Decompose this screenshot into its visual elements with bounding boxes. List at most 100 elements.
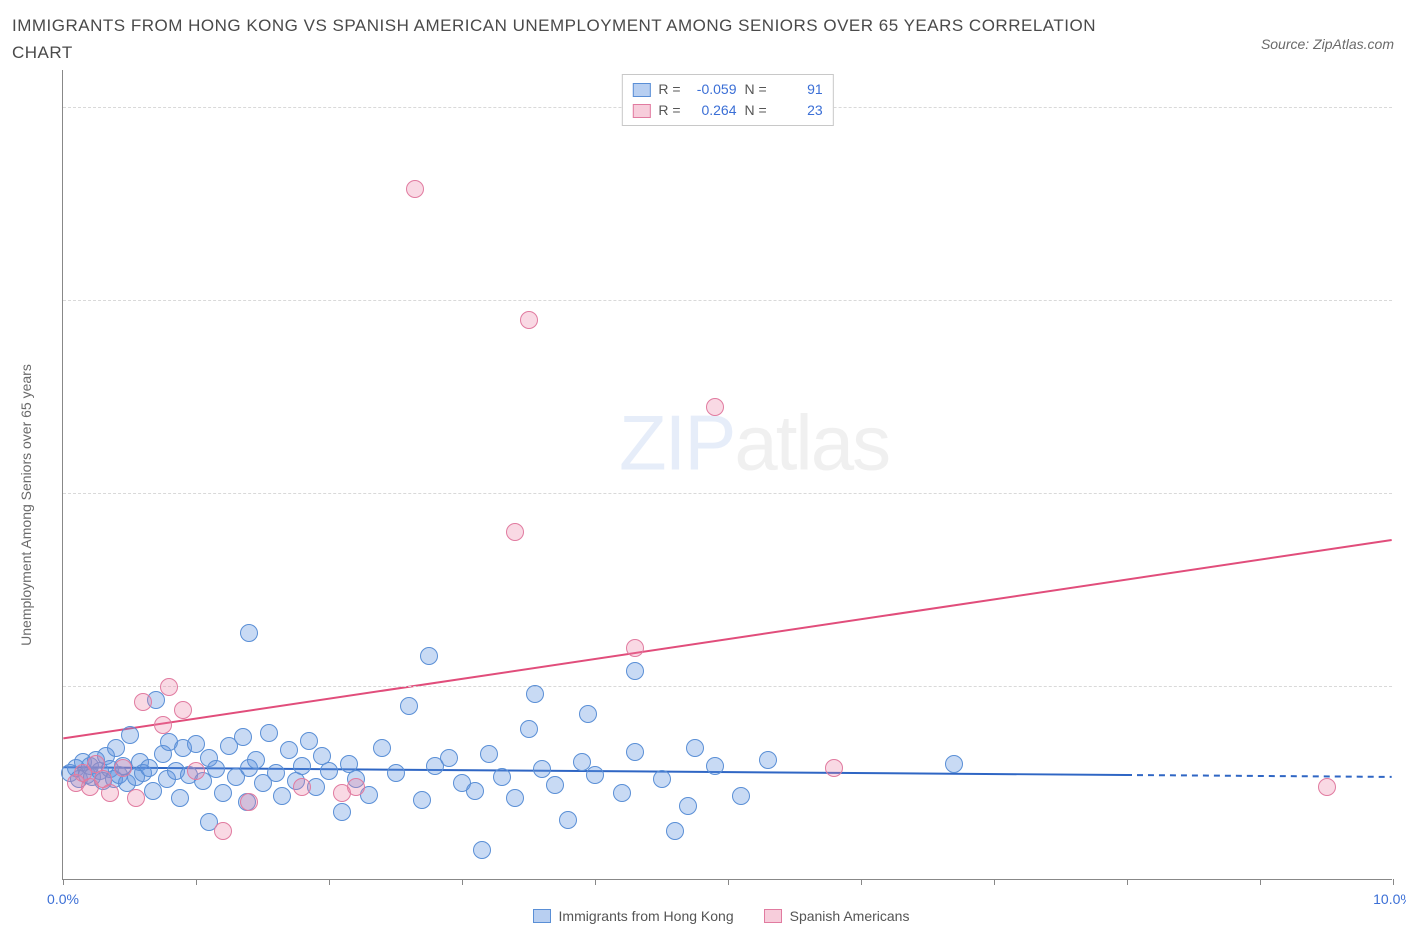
data-point bbox=[626, 639, 644, 657]
data-point bbox=[759, 751, 777, 769]
data-point bbox=[114, 759, 132, 777]
swatch-blue-icon bbox=[632, 83, 650, 97]
data-point bbox=[626, 743, 644, 761]
x-tick bbox=[595, 879, 596, 885]
data-point bbox=[520, 311, 538, 329]
data-point bbox=[679, 797, 697, 815]
legend-r-label: R = bbox=[658, 79, 680, 100]
x-tick bbox=[994, 879, 995, 885]
data-point bbox=[480, 745, 498, 763]
data-point bbox=[400, 697, 418, 715]
data-point bbox=[732, 787, 750, 805]
data-point bbox=[273, 787, 291, 805]
watermark-thin: atlas bbox=[734, 398, 889, 486]
data-point bbox=[240, 793, 258, 811]
data-point bbox=[240, 624, 258, 642]
watermark: ZIPatlas bbox=[619, 397, 889, 488]
data-point bbox=[420, 647, 438, 665]
data-point bbox=[174, 701, 192, 719]
x-tick bbox=[728, 879, 729, 885]
legend-n-value-blue: 91 bbox=[775, 79, 823, 100]
source-attribution: Source: ZipAtlas.com bbox=[1261, 36, 1394, 52]
data-point bbox=[387, 764, 405, 782]
data-point bbox=[559, 811, 577, 829]
data-point bbox=[373, 739, 391, 757]
x-tick bbox=[1393, 879, 1394, 885]
legend-r-value-pink: 0.264 bbox=[689, 100, 737, 121]
data-point bbox=[586, 766, 604, 784]
legend-n-label: N = bbox=[745, 79, 767, 100]
data-point bbox=[706, 398, 724, 416]
x-tick-label: 0.0% bbox=[47, 891, 79, 907]
data-point bbox=[234, 728, 252, 746]
legend-item-pink: Spanish Americans bbox=[764, 908, 910, 924]
data-point bbox=[101, 784, 119, 802]
legend-row-pink: R = 0.264 N = 23 bbox=[632, 100, 822, 121]
data-point bbox=[626, 662, 644, 680]
data-point bbox=[333, 803, 351, 821]
data-point bbox=[1318, 778, 1336, 796]
chart-container: Unemployment Among Seniors over 65 years… bbox=[48, 70, 1394, 924]
grid-line bbox=[63, 493, 1392, 494]
swatch-blue-icon bbox=[533, 909, 551, 923]
data-point bbox=[300, 732, 318, 750]
chart-title: IMMIGRANTS FROM HONG KONG VS SPANISH AME… bbox=[12, 12, 1112, 66]
x-tick-label: 10.0% bbox=[1373, 891, 1406, 907]
data-point bbox=[825, 759, 843, 777]
x-tick bbox=[1260, 879, 1261, 885]
data-point bbox=[207, 760, 225, 778]
data-point bbox=[613, 784, 631, 802]
legend-r-value-blue: -0.059 bbox=[689, 79, 737, 100]
data-point bbox=[533, 760, 551, 778]
plot-area: R = -0.059 N = 91 R = 0.264 N = 23 ZIPat… bbox=[62, 70, 1392, 880]
data-point bbox=[160, 678, 178, 696]
data-point bbox=[520, 720, 538, 738]
data-point bbox=[347, 778, 365, 796]
data-point bbox=[666, 822, 684, 840]
data-point bbox=[171, 789, 189, 807]
legend-n-value-pink: 23 bbox=[775, 100, 823, 121]
data-point bbox=[320, 762, 338, 780]
data-point bbox=[440, 749, 458, 767]
legend-r-label: R = bbox=[658, 100, 680, 121]
data-point bbox=[267, 764, 285, 782]
data-point bbox=[293, 757, 311, 775]
grid-line bbox=[63, 686, 1392, 687]
x-tick bbox=[462, 879, 463, 885]
legend-name-pink: Spanish Americans bbox=[790, 908, 910, 924]
legend-row-blue: R = -0.059 N = 91 bbox=[632, 79, 822, 100]
data-point bbox=[406, 180, 424, 198]
data-point bbox=[526, 685, 544, 703]
data-point bbox=[546, 776, 564, 794]
data-point bbox=[466, 782, 484, 800]
data-point bbox=[214, 784, 232, 802]
x-tick bbox=[329, 879, 330, 885]
data-point bbox=[413, 791, 431, 809]
data-point bbox=[187, 762, 205, 780]
swatch-pink-icon bbox=[632, 104, 650, 118]
data-point bbox=[686, 739, 704, 757]
legend-item-blue: Immigrants from Hong Kong bbox=[533, 908, 734, 924]
data-point bbox=[260, 724, 278, 742]
source-name: ZipAtlas.com bbox=[1313, 36, 1394, 52]
x-tick bbox=[1127, 879, 1128, 885]
x-tick bbox=[196, 879, 197, 885]
data-point bbox=[247, 751, 265, 769]
data-point bbox=[107, 739, 125, 757]
data-point bbox=[140, 759, 158, 777]
data-point bbox=[473, 841, 491, 859]
data-point bbox=[706, 757, 724, 775]
y-axis-label: Unemployment Among Seniors over 65 years bbox=[18, 365, 34, 647]
legend-n-label: N = bbox=[745, 100, 767, 121]
data-point bbox=[127, 789, 145, 807]
data-point bbox=[506, 789, 524, 807]
data-point bbox=[493, 768, 511, 786]
x-tick bbox=[861, 879, 862, 885]
data-point bbox=[506, 523, 524, 541]
source-prefix: Source: bbox=[1261, 36, 1313, 52]
series-legend: Immigrants from Hong Kong Spanish Americ… bbox=[48, 908, 1394, 924]
data-point bbox=[579, 705, 597, 723]
data-point bbox=[945, 755, 963, 773]
swatch-pink-icon bbox=[764, 909, 782, 923]
data-point bbox=[154, 716, 172, 734]
